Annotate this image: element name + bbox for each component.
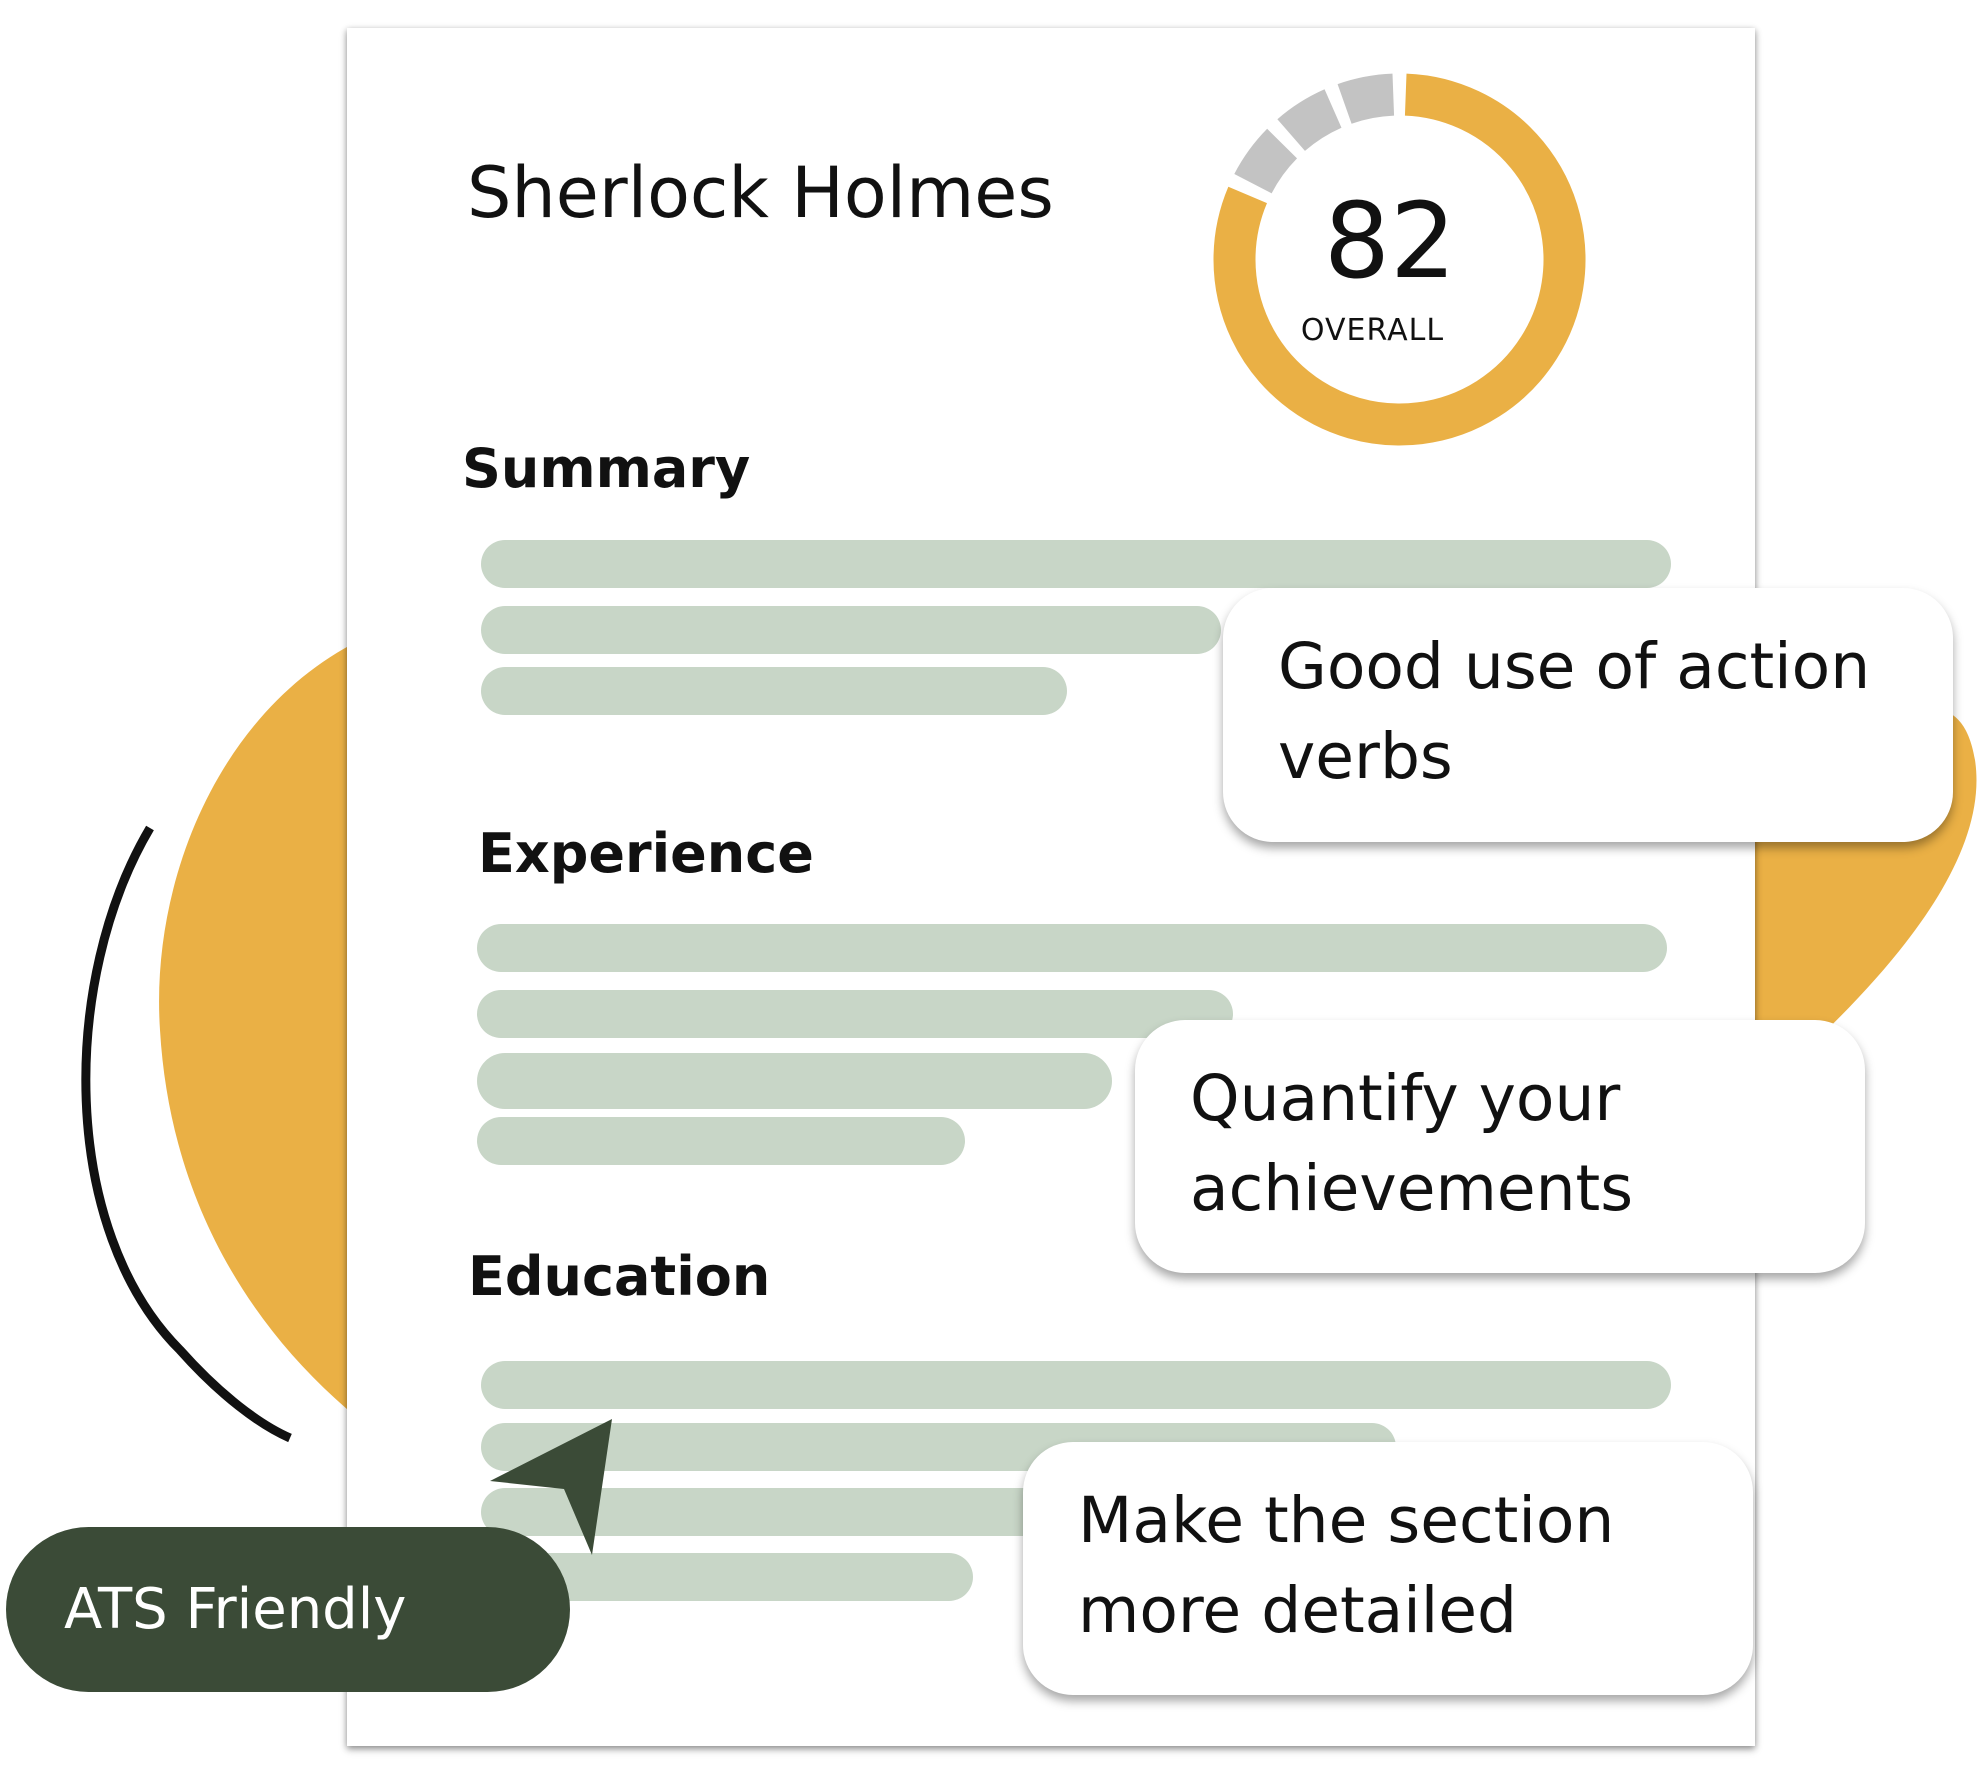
cursor-arrow-icon <box>490 1419 612 1555</box>
score-arc-remaining <box>1277 89 1343 152</box>
ats-friendly-badge: ATS Friendly <box>6 1527 570 1692</box>
score-value: 82 <box>1323 180 1457 302</box>
experience-line <box>477 1053 1112 1109</box>
summary-line <box>481 667 1067 715</box>
section-title-summary: Summary <box>462 437 751 500</box>
feedback-callout-quantify: Quantify your achievements <box>1135 1020 1865 1273</box>
summary-line <box>481 540 1671 588</box>
overall-score-ring <box>1213 73 1586 446</box>
feedback-callout-action-verbs: Good use of action verbs <box>1223 588 1953 842</box>
callout-line: Quantify your <box>1190 1062 1621 1135</box>
score-arc-remaining <box>1234 128 1298 194</box>
feedback-callout-detail: Make the section more detailed <box>1023 1442 1753 1695</box>
callout-line: achievements <box>1190 1152 1634 1225</box>
score-label: OVERALL <box>1300 313 1445 348</box>
section-title-experience: Experience <box>478 822 814 885</box>
callout-line: more detailed <box>1078 1574 1518 1647</box>
section-title-education: Education <box>468 1245 771 1308</box>
callout-line: verbs <box>1278 720 1453 793</box>
resume-name: Sherlock Holmes <box>467 152 1054 234</box>
score-arc-filled <box>1213 73 1586 446</box>
experience-line <box>477 1117 965 1165</box>
experience-line <box>477 990 1233 1038</box>
callout-line: Good use of action <box>1278 630 1871 703</box>
orange-blob <box>159 640 360 1420</box>
summary-line <box>481 606 1221 654</box>
black-arc-line <box>81 825 292 1443</box>
experience-line <box>477 924 1667 972</box>
education-line <box>481 1361 1671 1409</box>
score-arc-remaining <box>1337 73 1395 124</box>
callout-line: Make the section <box>1078 1484 1615 1557</box>
